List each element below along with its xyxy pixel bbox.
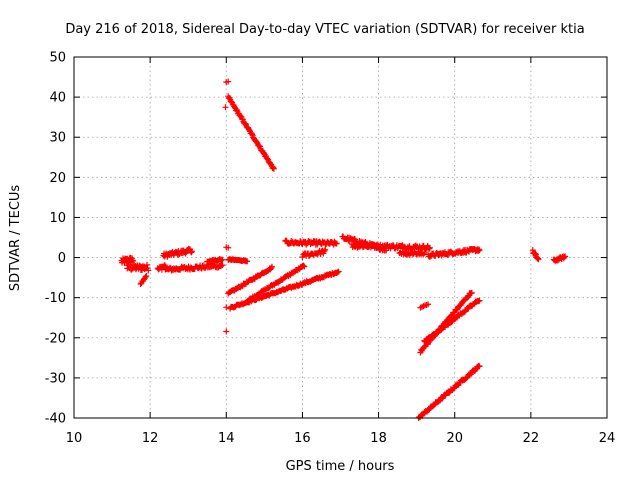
data-point [476, 297, 483, 304]
data-point [242, 120, 249, 127]
axis-ticks: 10 12 14 16 18 20 22 24 -40 -30 -20 -10 0 10 20 30 40 50 [45, 51, 616, 447]
data-point [219, 262, 226, 269]
data-point [264, 155, 271, 162]
data-point [453, 306, 460, 313]
data-point [300, 262, 307, 269]
data-point [425, 301, 432, 308]
data-point [468, 289, 475, 296]
x-tick-label: 18 [370, 431, 387, 446]
data-point [476, 247, 483, 254]
data-point [335, 268, 342, 275]
grid [74, 57, 607, 418]
data-point [182, 250, 189, 257]
y-tick-label: -20 [45, 331, 66, 346]
plot-frame [73, 56, 608, 419]
data-point [268, 265, 275, 272]
data-points [118, 78, 569, 421]
y-axis-label: SDTVAR / TECUs [8, 185, 23, 292]
x-tick-label: 24 [599, 431, 616, 446]
data-point [475, 246, 482, 253]
data-point [317, 251, 324, 258]
data-point [322, 246, 329, 253]
data-point [421, 250, 428, 257]
data-point [222, 104, 229, 111]
data-point [562, 253, 569, 260]
data-point [143, 273, 150, 280]
data-point [189, 248, 196, 255]
x-tick-label: 20 [446, 431, 463, 446]
data-point [225, 78, 232, 85]
chart-title: Day 216 of 2018, Sidereal Day-to-day VTE… [65, 22, 584, 37]
data-point [142, 273, 149, 280]
y-tick-label: 50 [49, 51, 66, 66]
data-point [188, 249, 195, 256]
data-point [268, 263, 275, 270]
y-tick-label: 40 [49, 91, 66, 106]
data-point [225, 244, 232, 251]
y-tick-label: -30 [45, 371, 66, 386]
y-tick-label: -10 [45, 291, 66, 306]
data-point [426, 244, 433, 251]
data-point [145, 267, 152, 274]
data-point [233, 106, 240, 113]
data-point [321, 248, 328, 255]
data-point [223, 328, 230, 335]
y-tick-label: 30 [49, 131, 66, 146]
x-tick-label: 14 [218, 431, 235, 446]
data-point [535, 256, 542, 263]
data-point [130, 257, 137, 264]
data-point [227, 98, 234, 105]
data-point [219, 256, 226, 263]
x-axis-label: GPS time / hours [286, 459, 395, 474]
data-point [253, 139, 260, 146]
y-tick-label: -40 [45, 412, 66, 427]
data-point [472, 366, 479, 373]
data-point [233, 107, 240, 114]
data-point [333, 240, 340, 247]
y-tick-label: 20 [49, 171, 66, 186]
x-tick-label: 22 [523, 431, 540, 446]
data-point [249, 131, 256, 138]
x-tick-label: 10 [66, 431, 83, 446]
data-point [426, 245, 433, 252]
data-point [270, 165, 277, 172]
x-tick-label: 16 [294, 431, 311, 446]
data-point [144, 261, 151, 268]
x-tick-label: 12 [142, 431, 159, 446]
y-tick-label: 10 [49, 211, 66, 226]
data-point [301, 263, 308, 270]
y-tick-label: 0 [58, 251, 66, 266]
data-point [244, 258, 251, 265]
data-point [476, 363, 483, 370]
